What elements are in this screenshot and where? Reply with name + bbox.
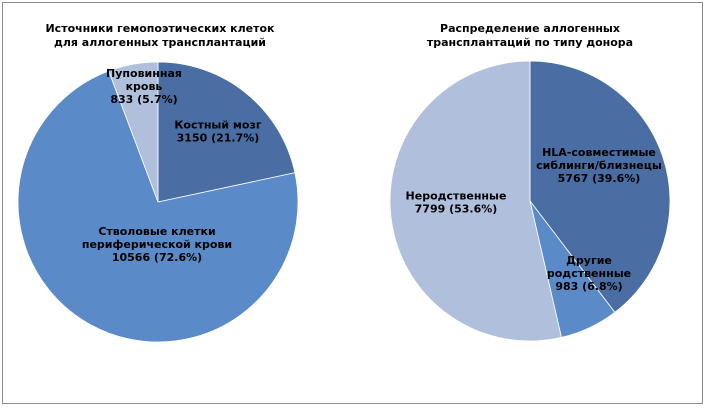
pie-2-label-1: HLA-совместимые сиблинги/близнецы 5767 (39… [536,146,662,185]
chart-title-2-line-2: трансплантаций по типу донора [426,36,634,49]
pie-2-label-3-line-2: 7799 (53.6%) [415,203,498,216]
pie-1-label-3-line-1: Пуповинная [106,67,182,80]
pie-1-slice-3 [108,61,159,203]
pie-1-slice-2 [17,70,299,343]
chart-title-1-line-1: Источники гемопоэтических клеток [45,22,275,35]
pie-2-slice-1 [529,60,671,313]
pie-2-label-1-line-1: HLA-совместимые [542,146,656,159]
pie-1-label-2: Стволовые клетки периферической крови 1056… [82,225,232,264]
pie-1-label-1-line-2: 3150 (21.7%) [177,132,260,145]
pie-1-label-2-line-1: Стволовые клетки [98,225,215,238]
pie-1-label-1: Костный мозг 3150 (21.7%) [174,119,261,145]
chart-title-2-line-1: Распределение аллогенных [440,22,620,35]
pie-2-label-2-line-1: Другие [566,254,612,267]
pie-2-label-2-line-3: 983 (6.8%) [555,280,622,293]
pie-1-label-3: Пуповинная кровь 833 (5.7%) [106,67,182,106]
pie-1-label-3-line-2: кровь [126,80,163,93]
pie-2-label-2: Другие родственные 983 (6.8%) [547,254,631,293]
pie-2-label-3-line-1: Неродственные [406,190,507,203]
pie-2-label-1-line-2: сиблинги/близнецы [536,159,662,172]
pie-1-slice-1 [157,61,296,203]
pie-2-slice-3 [389,60,562,342]
chart-title-1: Источники гемопоэтических клеток для алл… [20,22,300,50]
pie-2-label-2-line-2: родственные [547,267,631,280]
pie-1-label-2-line-2: периферической крови [82,238,232,251]
pie-1-label-3-line-3: 833 (5.7%) [110,93,177,106]
chart-title-2: Распределение аллогенных трансплантаций … [388,22,672,50]
pie-2-label-3: Неродственные 7799 (53.6%) [406,190,507,216]
pie-1-label-1-line-1: Костный мозг [174,119,261,132]
chart-title-1-line-2: для аллогенных трансплантаций [53,36,267,49]
pie-1-label-2-line-3: 10566 (72.6%) [112,251,202,264]
pie-2-label-1-line-3: 5767 (39.6%) [558,172,641,185]
